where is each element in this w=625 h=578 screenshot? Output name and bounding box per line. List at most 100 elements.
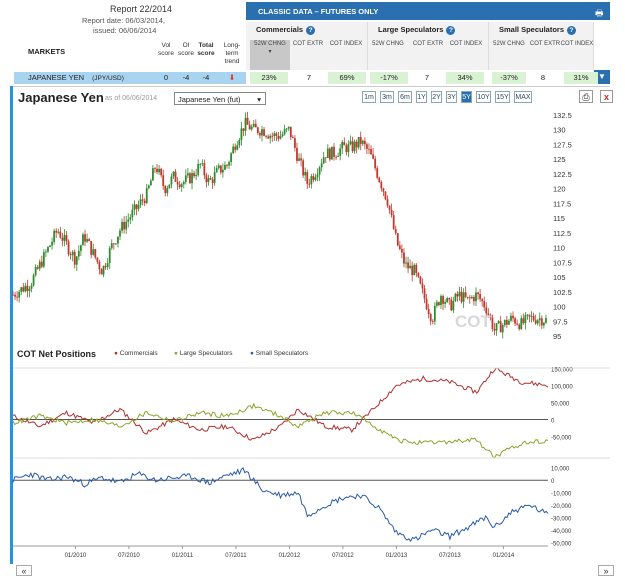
legend-marker: ●	[174, 350, 178, 357]
candle-body	[236, 145, 239, 150]
candle-body	[226, 164, 228, 166]
sort-52w-chng[interactable]: 52W CHNG ▾	[250, 40, 290, 70]
candle-body	[104, 265, 107, 268]
price-tick-label: 97.5	[553, 317, 568, 326]
candle-body	[203, 163, 206, 176]
candle-body	[462, 292, 465, 302]
candle-body	[221, 169, 224, 173]
price-tick-label: 105	[553, 273, 566, 282]
candle-body	[520, 318, 523, 329]
cot-tick-label: 150,000	[551, 367, 573, 373]
print-icon[interactable]: 🖶	[595, 8, 604, 18]
value-cell: 34%	[446, 72, 484, 84]
candle-body	[59, 231, 62, 238]
candle-body	[80, 245, 82, 251]
range-button-3y[interactable]: 3Y	[446, 91, 457, 103]
small-tick-label: 10,000	[551, 467, 570, 473]
candle-body	[534, 320, 537, 324]
candle-body	[88, 239, 91, 242]
x-tick-label: 07/2012	[332, 553, 354, 559]
candle-body	[363, 140, 366, 145]
candle-body	[112, 243, 115, 245]
candle-body	[133, 204, 136, 210]
legend-marker: ●	[250, 350, 254, 357]
chevron-down-icon: ▾	[257, 95, 261, 104]
dropdown-arrow-icon[interactable]: ▼	[594, 70, 610, 84]
candle-body	[452, 300, 455, 311]
candle-body	[353, 141, 356, 152]
col-52w-chng[interactable]: 52W CHNG	[372, 41, 404, 47]
col-cot-index[interactable]: COT INDEX	[560, 41, 594, 47]
candle-body	[213, 172, 216, 183]
close-button[interactable]: x	[600, 90, 613, 103]
col-cot-index[interactable]: COT INDEX	[329, 41, 363, 47]
candle-body	[38, 261, 41, 269]
sort-down-icon: ▾	[268, 49, 272, 55]
help-icon[interactable]: ?	[306, 26, 316, 35]
candle-body	[501, 325, 504, 333]
candle-body	[479, 294, 481, 300]
range-button-15y[interactable]: 15Y	[495, 91, 510, 103]
candle-body	[503, 319, 506, 326]
price-tick-label: 110	[553, 244, 565, 253]
candle-body	[36, 267, 39, 269]
candle-body	[532, 315, 535, 321]
candle-body	[456, 293, 459, 297]
candle-body	[380, 181, 383, 189]
candle-body	[234, 146, 237, 150]
value-cell: -37%	[492, 72, 526, 84]
range-button-3m[interactable]: 3m	[380, 91, 394, 103]
candle-body	[84, 234, 86, 242]
col-cot-extr[interactable]: COT EXTR	[292, 41, 324, 47]
candle-body	[308, 183, 311, 185]
candle-body	[306, 172, 309, 184]
candle-body	[440, 296, 442, 306]
candle-body	[123, 221, 126, 230]
group-large-speculators: Large Speculators? 52W CHNG COT EXTR COT…	[368, 22, 489, 70]
print-icon[interactable]: ⎙	[579, 90, 593, 103]
candle-body	[137, 204, 140, 209]
x-tick-label: 01/2014	[493, 553, 515, 559]
candle-body	[168, 184, 171, 189]
range-button-1y[interactable]: 1Y	[416, 91, 427, 103]
candle-body	[458, 291, 461, 297]
candle-body	[497, 321, 500, 324]
candle-body	[114, 243, 117, 245]
candle-body	[209, 178, 212, 180]
candle-body	[67, 241, 70, 255]
next-button[interactable]: »	[598, 565, 614, 576]
small-tick-label: -50,000	[551, 542, 572, 548]
col-cot-extr[interactable]: COT EXTR	[412, 41, 444, 47]
candle-body	[312, 176, 315, 180]
report-date: Report date: 06/03/2014,	[82, 16, 165, 25]
candle-body	[178, 184, 181, 188]
range-button-5y[interactable]: 5Y	[461, 91, 472, 103]
price-tick-label: 125	[553, 155, 566, 164]
candle-body	[444, 302, 447, 304]
range-button-1m[interactable]: 1m	[362, 91, 376, 103]
col-cot-extr[interactable]: COT EXTR	[529, 41, 561, 47]
instrument-select[interactable]: Japanese Yen (fut) ▾	[174, 92, 266, 105]
price-tick-label: 107.5	[553, 258, 572, 267]
candle-body	[318, 167, 321, 175]
candle-body	[40, 261, 43, 267]
help-icon[interactable]: ?	[446, 26, 456, 35]
prev-button[interactable]: «	[16, 565, 32, 576]
range-button-6m[interactable]: 6m	[398, 91, 412, 103]
range-button-max[interactable]: MAX	[514, 91, 532, 103]
col-cot-index[interactable]: COT INDEX	[449, 41, 483, 47]
price-tick-label: 112.5	[553, 229, 571, 238]
help-icon[interactable]: ?	[567, 26, 577, 35]
candle-body	[119, 230, 121, 237]
candle-body	[127, 219, 130, 222]
candle-body	[470, 297, 473, 299]
table-row[interactable]: JAPANESE YEN (JPY/USD) 0 -4 -4 ⬇ 23% 7 6…	[14, 72, 610, 84]
col-52w-chng[interactable]: 52W CHNG	[493, 41, 525, 47]
candle-body	[545, 318, 547, 323]
price-tick-label: 132.5	[553, 111, 572, 120]
candle-body	[421, 283, 424, 289]
candle-body	[26, 285, 29, 292]
range-button-2y[interactable]: 2Y	[431, 91, 442, 103]
range-button-10y[interactable]: 10Y	[476, 91, 491, 103]
bottom-nav	[0, 564, 625, 578]
